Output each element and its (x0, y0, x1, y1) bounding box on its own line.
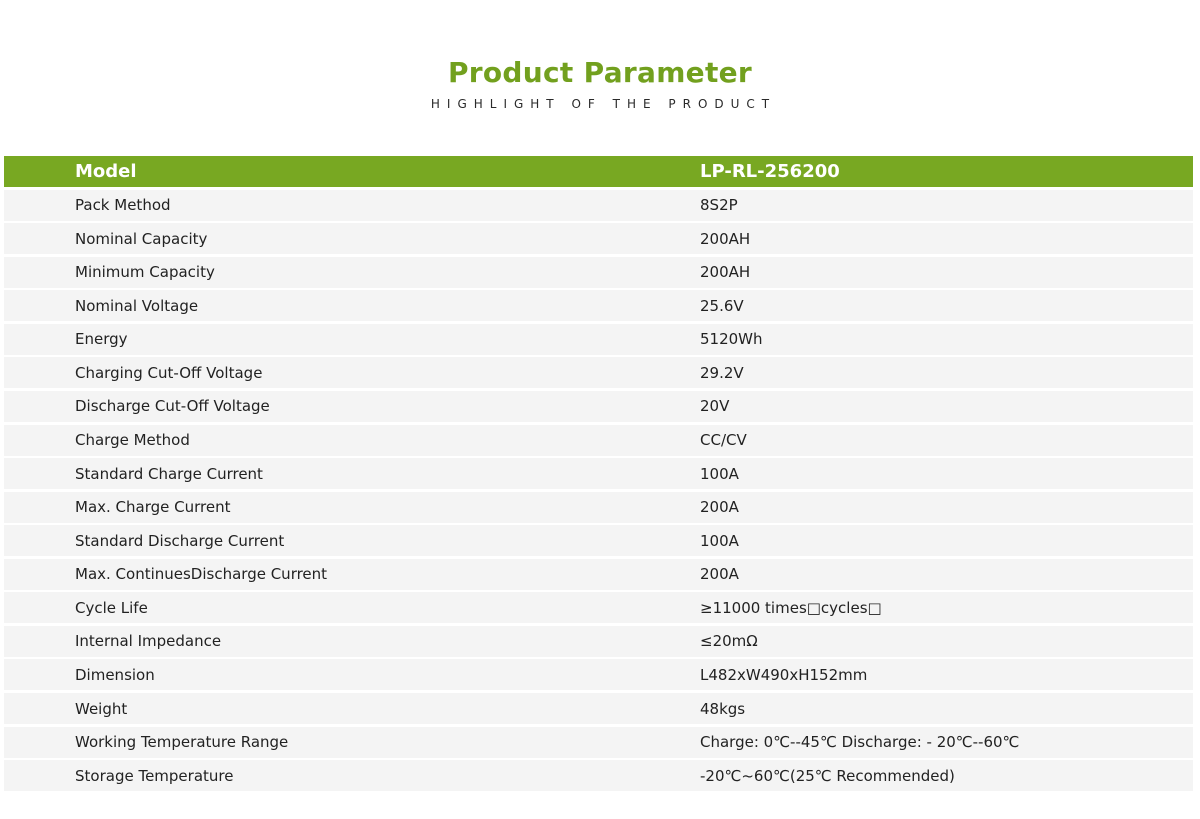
section-heading: Product Parameter HIGHLIGHT OF THE PRODU… (0, 56, 1200, 112)
table-row: Storage Temperature -20℃~60℃(25℃ Recommen… (4, 760, 1193, 792)
row-label: Nominal Voltage (75, 296, 199, 315)
row-label: Discharge Cut-Off Voltage (75, 397, 270, 416)
row-value: 200A (700, 498, 739, 517)
row-label: Standard Discharge Current (75, 531, 285, 550)
table-row: Standard Discharge Current 100A (4, 525, 1193, 557)
row-value: ≤20mΩ (700, 632, 758, 651)
row-label: Max. ContinuesDischarge Current (75, 565, 328, 584)
table-row: Nominal Voltage 25.6V (4, 290, 1193, 322)
row-label: Storage Temperature (75, 766, 234, 785)
header-value: LP-RL-256200 (700, 161, 840, 182)
row-value: 25.6V (700, 296, 744, 315)
row-label: Cycle Life (75, 598, 148, 617)
row-value: 5120Wh (700, 330, 763, 349)
row-value: 100A (700, 464, 739, 483)
row-label: Dimension (75, 665, 155, 684)
table-row: Working Temperature Range Charge: 0℃--45℃… (4, 726, 1193, 758)
row-label: Working Temperature Range (75, 733, 289, 752)
table-row: Standard Charge Current 100A (4, 458, 1193, 490)
row-value: ≥11000 times□cycles□ (700, 598, 882, 617)
table-body: Pack Method 8S2P Nominal Capacity 200AH Mini… (4, 189, 1193, 792)
row-value: 200AH (700, 229, 751, 248)
table-row: Minimum Capacity 200AH (4, 256, 1193, 288)
table-row: Discharge Cut-Off Voltage 20V (4, 390, 1193, 422)
page-subtitle: HIGHLIGHT OF THE PRODUCT (430, 97, 777, 111)
table-row: Pack Method 8S2P (4, 189, 1193, 221)
row-value: 8S2P (700, 196, 738, 215)
row-value: 200A (700, 565, 739, 584)
row-value: -20℃~60℃(25℃ Recommended) (700, 766, 955, 785)
row-label: Pack Method (75, 196, 171, 215)
row-value: 200AH (700, 263, 751, 282)
table-header-row: Model LP-RL-256200 (4, 156, 1193, 187)
table-row: Dimension L482xW490xH152mm (4, 659, 1193, 691)
row-label: Internal Impedance (75, 632, 222, 651)
table-row: Charging Cut-Off Voltage 29.2V (4, 357, 1193, 389)
row-label: Charge Method (75, 431, 190, 449)
row-label: Minimum Capacity (75, 263, 215, 282)
table-row: Energy 5120Wh (4, 323, 1193, 355)
table-row: Internal Impedance ≤20mΩ (4, 625, 1193, 657)
row-label: Energy (75, 330, 128, 349)
row-label: Standard Charge Current (75, 464, 263, 483)
row-value: L482xW490xH152mm (700, 665, 868, 684)
row-value: 29.2V (700, 363, 744, 382)
row-value: 100A (700, 531, 739, 550)
row-label: Weight (75, 699, 128, 718)
row-value: 48kgs (700, 699, 746, 718)
table-row: Cycle Life ≥11000 times□cycles□ (4, 592, 1193, 624)
row-value: Charge: 0℃--45℃ Discharge: - 20℃--60℃ (700, 733, 1020, 752)
table-row: Weight 48kgs (4, 693, 1193, 724)
row-value: 20V (700, 397, 730, 416)
row-value: CC/CV (700, 431, 747, 449)
row-label: Nominal Capacity (75, 229, 208, 248)
page-title: Product Parameter (447, 56, 753, 89)
table-row: Max. ContinuesDischarge Current 200A (4, 558, 1193, 590)
table-row: Nominal Capacity 200AH (4, 223, 1193, 255)
row-label: Max. Charge Current (75, 498, 231, 517)
parameter-table: Model LP-RL-256200 Pack Method 8S2P Nomina… (4, 156, 1193, 794)
table-row: Charge Method CC/CV (4, 424, 1193, 456)
header-label: Model (75, 161, 137, 182)
row-label: Charging Cut-Off Voltage (75, 363, 263, 382)
table-row: Max. Charge Current 200A (4, 491, 1193, 523)
